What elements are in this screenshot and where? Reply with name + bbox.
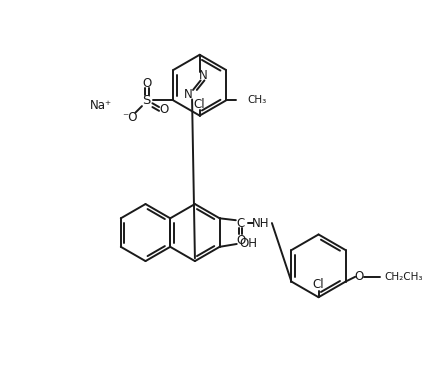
Text: NH: NH: [252, 217, 269, 230]
Text: Cl: Cl: [313, 278, 324, 291]
Text: ⁻O: ⁻O: [122, 111, 137, 124]
Text: O: O: [236, 234, 245, 247]
Text: O: O: [159, 104, 168, 116]
Text: OH: OH: [239, 237, 258, 250]
Text: S: S: [143, 94, 151, 107]
Text: N: N: [184, 88, 193, 101]
Text: O: O: [142, 77, 151, 90]
Text: N: N: [199, 69, 208, 82]
Text: O: O: [354, 270, 364, 283]
Text: C: C: [236, 217, 245, 230]
Text: CH₂CH₃: CH₂CH₃: [385, 272, 423, 282]
Text: Cl: Cl: [194, 98, 205, 111]
Text: CH₃: CH₃: [247, 95, 266, 105]
Text: Na⁺: Na⁺: [90, 99, 112, 112]
